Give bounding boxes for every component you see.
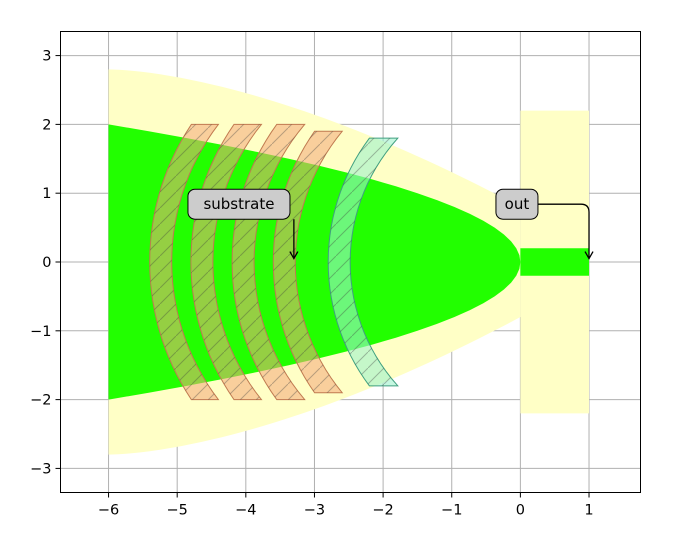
out-arrowhead [584, 251, 594, 260]
out-label: out [505, 195, 530, 213]
output-optic-hatch [328, 138, 398, 386]
substrate-plate-4-hatch [273, 131, 343, 393]
x-tick-label: −2 [372, 503, 393, 519]
x-tick-label: −3 [304, 503, 325, 519]
y-tick-label: 1 [42, 186, 51, 202]
substrate-annotation: substrate [187, 188, 299, 260]
x-tick-label: 0 [516, 503, 525, 519]
y-tick-label: −2 [30, 393, 51, 409]
substrate-arrowhead [289, 251, 299, 260]
substrate-label-box [187, 188, 291, 220]
x-tick-label: −6 [98, 503, 119, 519]
x-tick-label: −5 [166, 503, 187, 519]
y-axis: −3 −2 −1 0 1 2 3 [30, 49, 61, 477]
out-label-box [495, 188, 539, 220]
y-tick-label: 3 [42, 49, 51, 65]
y-tick-label: −1 [30, 324, 51, 340]
y-tick-label: −3 [30, 461, 51, 477]
out-annotation: out [495, 188, 594, 260]
substrate-plate-1-hatch [149, 124, 219, 400]
x-axis: −6 −5 −4 −3 −2 −1 0 1 [98, 492, 594, 519]
x-tick-label: −4 [235, 503, 256, 519]
x-tick-label: 1 [584, 503, 593, 519]
substrate-label: substrate [203, 195, 274, 213]
y-tick-label: 0 [42, 255, 51, 271]
x-tick-label: −1 [441, 503, 462, 519]
annotations: substrate out [187, 188, 594, 260]
y-tick-label: 2 [42, 117, 51, 133]
out-arrow [537, 203, 590, 259]
output-beam [520, 248, 590, 276]
